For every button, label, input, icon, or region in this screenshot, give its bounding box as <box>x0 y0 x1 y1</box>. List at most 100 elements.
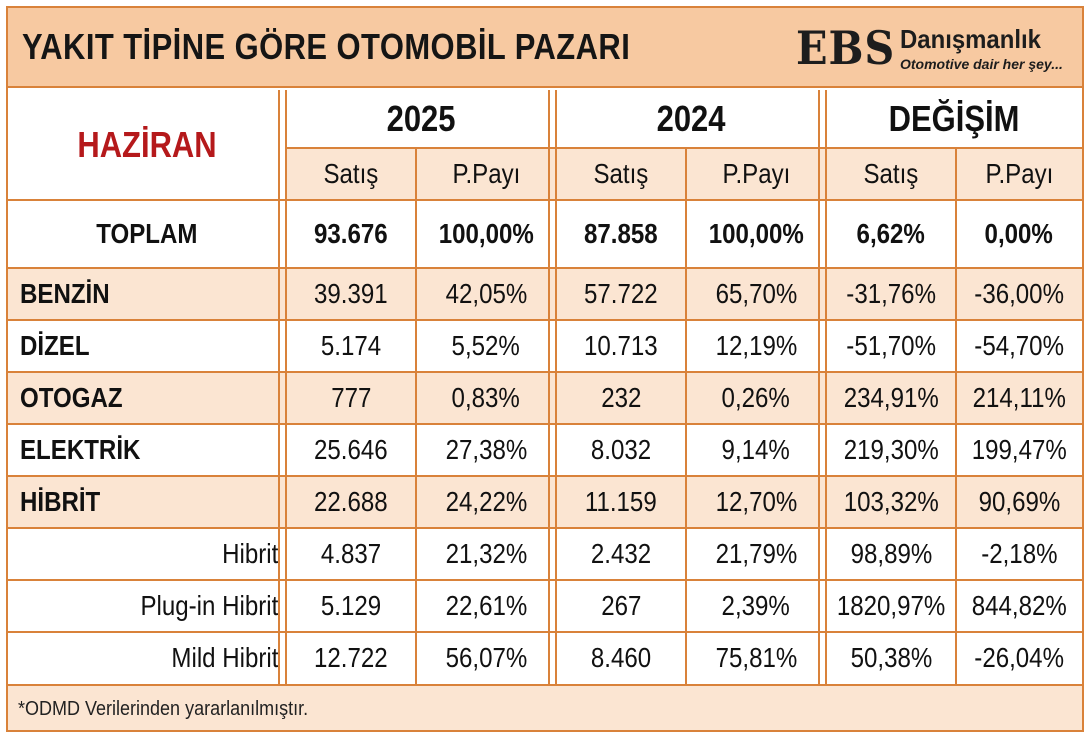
column-header-text: P.Payı <box>452 158 520 189</box>
table-cell: 39.391 <box>286 268 416 320</box>
table-cell: 21,32% <box>416 528 556 580</box>
table-cell: -36,00% <box>956 268 1082 320</box>
table-cell: 50,38% <box>826 632 956 684</box>
table-cell: 9,14% <box>686 424 826 476</box>
group-header: 2024 <box>556 90 826 148</box>
period-label-text: HAZİRAN <box>77 124 217 165</box>
row-label: DİZEL <box>8 320 286 372</box>
group-divider <box>548 90 550 684</box>
page-header: YAKIT TİPİNE GÖRE OTOMOBİL PAZARI EBS Da… <box>8 8 1082 88</box>
column-header: Satış <box>286 148 416 200</box>
row-label: ELEKTRİK <box>8 424 286 476</box>
row-divider <box>8 423 1082 425</box>
table-cell-text: 10.713 <box>584 330 658 361</box>
table-cell: 199,47% <box>956 424 1082 476</box>
table-cell: 12,19% <box>686 320 826 372</box>
total-cell-text: 100,00% <box>438 218 534 249</box>
table-cell: 219,30% <box>826 424 956 476</box>
total-cell-text: 6,62% <box>856 218 926 249</box>
table-cell-text: 199,47% <box>971 434 1067 465</box>
column-header: Satış <box>826 148 956 200</box>
logo-tagline: Otomotive dair her şey... <box>900 56 1063 72</box>
table-cell-text: -36,00% <box>974 278 1064 309</box>
row-label-text: Mild Hibrit <box>170 642 278 673</box>
row-label-text: Plug-in Hibrit <box>140 590 278 621</box>
column-divider <box>415 148 417 684</box>
table-cell: 234,91% <box>826 372 956 424</box>
table-cell-text: 21,32% <box>445 538 527 569</box>
table-cell-text: 232 <box>600 382 642 413</box>
period-label: HAZİRAN <box>8 90 286 200</box>
table-cell-text: -2,18% <box>980 538 1058 569</box>
total-label-text: TOPLAM <box>96 218 198 249</box>
table-cell-text: 21,79% <box>715 538 797 569</box>
table-cell-text: 57.722 <box>584 278 658 309</box>
table-cell-text: 98,89% <box>850 538 932 569</box>
total-cell-text: 93.676 <box>314 218 388 249</box>
total-label: TOPLAM <box>8 200 286 268</box>
table-cell-text: 27,38% <box>445 434 527 465</box>
table-cell: 5,52% <box>416 320 556 372</box>
column-header: Satış <box>556 148 686 200</box>
group-divider <box>818 90 820 684</box>
total-cell: 6,62% <box>826 200 956 268</box>
table-cell: 1820,97% <box>826 580 956 632</box>
column-header: P.Payı <box>416 148 556 200</box>
table-cell-text: 5.174 <box>320 330 382 361</box>
column-header-text: Satış <box>323 158 379 189</box>
table-cell: 11.159 <box>556 476 686 528</box>
total-cell: 87.858 <box>556 200 686 268</box>
table-cell: 12,70% <box>686 476 826 528</box>
column-header: P.Payı <box>686 148 826 200</box>
row-divider <box>286 147 1082 149</box>
table-cell-text: 844,82% <box>971 590 1067 621</box>
group-header-text: 2024 <box>656 98 726 139</box>
table-cell: 65,70% <box>686 268 826 320</box>
table-cell: 27,38% <box>416 424 556 476</box>
table-cell-text: -51,70% <box>846 330 936 361</box>
table-cell-text: 0,26% <box>721 382 791 413</box>
column-divider <box>955 148 957 684</box>
row-label-text: OTOGAZ <box>20 382 123 413</box>
table-cell: 2.432 <box>556 528 686 580</box>
table-cell: 4.837 <box>286 528 416 580</box>
table-cell-text: 2,39% <box>721 590 791 621</box>
table-cell: 56,07% <box>416 632 556 684</box>
group-divider <box>285 90 287 684</box>
total-cell: 0,00% <box>956 200 1082 268</box>
table-cell: 267 <box>556 580 686 632</box>
total-cell: 100,00% <box>416 200 556 268</box>
table-cell-text: 9,14% <box>721 434 791 465</box>
table-cell: -51,70% <box>826 320 956 372</box>
table-cell-text: 8.032 <box>590 434 652 465</box>
table-cell-text: 219,30% <box>843 434 939 465</box>
table-cell-text: 75,81% <box>715 642 797 673</box>
table-cell-text: 22,61% <box>445 590 527 621</box>
row-label: Plug-in Hibrit <box>8 580 286 632</box>
table-cell-text: -54,70% <box>974 330 1064 361</box>
group-divider <box>555 90 557 684</box>
column-header-text: P.Payı <box>722 158 790 189</box>
table-cell: -2,18% <box>956 528 1082 580</box>
table-cell-text: 56,07% <box>445 642 527 673</box>
table-cell-text: 2.432 <box>590 538 652 569</box>
row-label-text: HİBRİT <box>20 486 101 517</box>
total-cell-text: 0,00% <box>984 218 1054 249</box>
table-cell: 42,05% <box>416 268 556 320</box>
table-cell: 777 <box>286 372 416 424</box>
table-cell-text: 5.129 <box>320 590 382 621</box>
table-cell-text: 4.837 <box>320 538 382 569</box>
column-header: P.Payı <box>956 148 1082 200</box>
table-cell-text: 234,91% <box>843 382 939 413</box>
table-cell-text: 214,11% <box>972 382 1066 413</box>
row-label: OTOGAZ <box>8 372 286 424</box>
table-cell-text: 777 <box>330 382 372 413</box>
table-cell: -26,04% <box>956 632 1082 684</box>
row-label-text: Hibrit <box>221 538 278 569</box>
total-cell-text: 87.858 <box>584 218 658 249</box>
row-divider <box>8 475 1082 477</box>
row-divider <box>8 267 1082 269</box>
table-cell-text: -26,04% <box>974 642 1064 673</box>
table-cell: 25.646 <box>286 424 416 476</box>
table-cell-text: 39.391 <box>314 278 388 309</box>
